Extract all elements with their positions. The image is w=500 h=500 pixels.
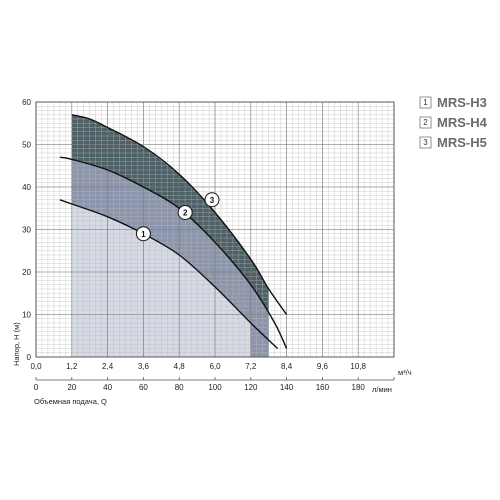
x-tick-label-bottom: 0 xyxy=(34,383,39,392)
curve-marker-label: 1 xyxy=(141,230,146,239)
curve-marker-label: 3 xyxy=(210,196,215,205)
x-tick-label-top: 6,0 xyxy=(209,362,221,371)
curve-mrs-h5 xyxy=(71,114,288,315)
x-tick-label-top: 10,8 xyxy=(350,362,366,371)
legend-box xyxy=(419,116,432,129)
bottom-x-unit: л/мин xyxy=(372,385,392,394)
x-tick-label-bottom: 60 xyxy=(139,383,148,392)
x-tick-label-top: 2,4 xyxy=(102,362,114,371)
x-tick-label-top: 9,6 xyxy=(317,362,329,371)
series-fills xyxy=(71,114,269,357)
y-tick-label: 30 xyxy=(22,226,31,235)
top-x-unit: м³/ч xyxy=(398,368,412,377)
x-tick-label-top: 3,6 xyxy=(138,362,150,371)
x-axis-label: Объемная подача, Q xyxy=(34,397,107,406)
curve-markers: 1 2 3 xyxy=(135,192,220,242)
legend-number: 1 xyxy=(423,98,428,107)
y-tick-label: 60 xyxy=(22,98,31,107)
chart-grid xyxy=(35,101,395,358)
curve-marker-circle xyxy=(204,192,220,208)
legend-series-name: MRS-H5 xyxy=(437,135,487,150)
legend: 1 MRS-H3 2 MRS-H4 3 MRS-H5 xyxy=(419,95,488,150)
x-tick-label-bottom: 20 xyxy=(67,383,76,392)
y-tick-label: 10 xyxy=(22,311,31,320)
x-tick-label-top: 1,2 xyxy=(66,362,78,371)
x-tick-label-bottom: 160 xyxy=(316,383,330,392)
legend-series-name: MRS-H4 xyxy=(437,115,488,130)
legend-series-name: MRS-H3 xyxy=(437,95,487,110)
curve-marker-circle xyxy=(135,226,151,242)
y-tick-label: 40 xyxy=(22,183,31,192)
legend-box xyxy=(419,96,432,109)
legend-number: 2 xyxy=(423,118,428,127)
x-tick-label-bottom: 140 xyxy=(280,383,294,392)
x-tick-label-bottom: 180 xyxy=(352,383,366,392)
x-tick-label-top: 7,2 xyxy=(245,362,257,371)
x-tick-label-bottom: 120 xyxy=(244,383,258,392)
y-tick-label: 0 xyxy=(27,353,32,362)
x-tick-label-top: 0,0 xyxy=(30,362,42,371)
x-tick-label-top: 8,4 xyxy=(281,362,293,371)
plot-frame xyxy=(35,101,395,358)
y-tick-label: 50 xyxy=(22,141,31,150)
curve-marker-circle xyxy=(177,205,193,220)
y-tick-label: 20 xyxy=(22,268,31,277)
y-axis-label: Напор, H (м) xyxy=(12,322,21,366)
curve-mrs-h3 xyxy=(59,199,279,350)
x-tick-label-bottom: 80 xyxy=(175,383,184,392)
x-tick-label-bottom: 100 xyxy=(208,383,222,392)
legend-number: 3 xyxy=(423,138,428,147)
x-tick-label-bottom: 40 xyxy=(103,383,112,392)
x-tick-label-top: 4,8 xyxy=(174,362,186,371)
curve-marker-label: 2 xyxy=(183,209,188,218)
legend-box xyxy=(419,136,432,149)
